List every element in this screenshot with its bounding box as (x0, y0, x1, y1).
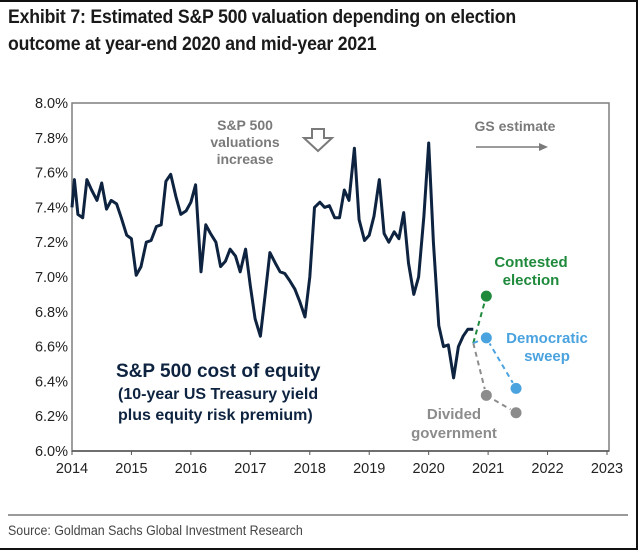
y-tick-label: 7.8% (35, 131, 68, 147)
divided-scenario-point (509, 406, 523, 420)
y-tick-label: 6.6% (35, 340, 68, 356)
right-arrow-icon (539, 143, 548, 151)
x-tick-label: 2023 (591, 461, 623, 477)
y-tick-label: 8.0% (35, 96, 68, 112)
y-tick-label: 6.8% (35, 305, 68, 321)
contested-label: Contested (494, 254, 567, 271)
contested-scenario-point (479, 289, 493, 303)
x-tick-label: 2022 (531, 461, 563, 477)
y-tick-label: 7.4% (35, 200, 68, 216)
y-tick-label: 7.0% (35, 270, 68, 286)
y-tick-label: 6.0% (35, 444, 68, 460)
valuations-annotation-line: S&P 500 (217, 117, 273, 133)
y-tick-label: 6.2% (35, 409, 68, 425)
series-label-line: S&P 500 cost of equity (116, 361, 321, 382)
democratic-label: Democratic (506, 330, 588, 347)
down-arrow-icon (301, 128, 335, 153)
x-tick-label: 2019 (353, 461, 385, 477)
y-tick-label: 7.2% (35, 235, 68, 251)
democratic-scenario-point (509, 381, 523, 395)
chart-title: Exhibit 7: Estimated S&P 500 valuation d… (8, 7, 516, 55)
x-tick-label: 2016 (175, 461, 207, 477)
gs-estimate-label: GS estimate (475, 118, 556, 134)
contested-label: election (503, 272, 560, 289)
x-tick-label: 2021 (472, 461, 504, 477)
divided-scenario-point (479, 388, 493, 402)
y-tick-label: 6.4% (35, 374, 68, 390)
axes: 6.0% 6.2% 6.4% 6.6% 6.8% 7.0% 7.2% 7.4% 7.6% 7.8%… (35, 96, 623, 477)
valuations-annotation-line: valuations (210, 134, 279, 150)
series-label-line: plus equity risk premium) (118, 407, 313, 424)
x-tick-label: 2014 (56, 461, 88, 477)
cost-of-equity-line (70, 141, 474, 380)
democratic-label: sweep (524, 348, 570, 365)
source-divider (8, 514, 628, 516)
series-layer (70, 141, 523, 420)
divided-label: government (411, 425, 497, 442)
contested-scenario-line (472, 295, 488, 344)
y-tick-label: 7.6% (35, 166, 68, 182)
x-tick-label: 2018 (294, 461, 326, 477)
x-tick-label: 2015 (115, 461, 147, 477)
divided-label: Divided (427, 406, 481, 423)
democratic-scenario-point (479, 331, 493, 345)
democratic-scenario-line (472, 336, 517, 389)
x-tick-label: 2020 (413, 461, 445, 477)
source-note: Source: Goldman Sachs Global Investment … (8, 523, 303, 538)
valuations-annotation-line: increase (217, 151, 274, 167)
series-label-line: (10-year US Treasury yield (118, 386, 318, 403)
x-tick-label: 2017 (234, 461, 266, 477)
divided-scenario-line (472, 342, 517, 414)
